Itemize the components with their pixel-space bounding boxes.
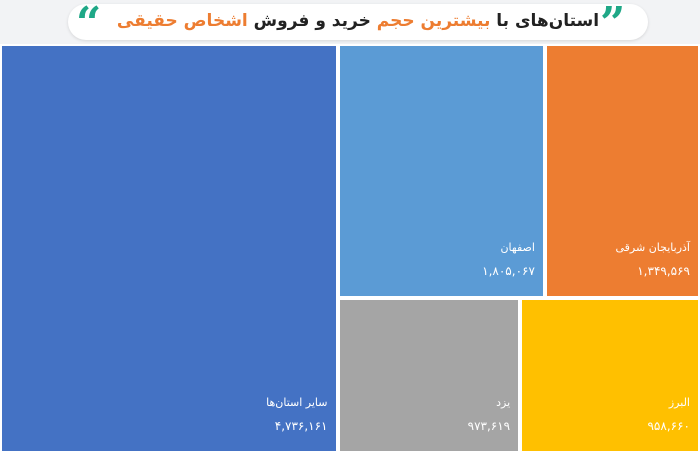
tile-value: ۹۷۳,۶۱۹ bbox=[467, 418, 511, 433]
title-part-1: استان‌های با bbox=[496, 11, 600, 31]
open-quote-icon: “ bbox=[76, 0, 102, 49]
tile-label: اصفهان bbox=[500, 240, 535, 254]
title-part-4: اشخاص حقیقی bbox=[116, 11, 248, 31]
tile-value: ۱,۸۰۵,۰۶۷ bbox=[482, 263, 535, 278]
title-part-3: خرید و فروش bbox=[253, 11, 371, 31]
tile-label: البرز bbox=[668, 395, 690, 409]
chart-title: استان‌های با بیشترین حجم خرید و فروش اشخ… bbox=[68, 11, 648, 31]
tile-value: ۹۵۸,۶۶۰ bbox=[647, 418, 690, 433]
treemap-tile: اصفهان ۱,۸۰۵,۰۶۷ bbox=[337, 44, 545, 298]
chart-title-bar: استان‌های با بیشترین حجم خرید و فروش اشخ… bbox=[68, 4, 648, 40]
close-quote-icon: ” bbox=[600, 0, 626, 49]
tile-label: یزد bbox=[496, 395, 511, 409]
treemap-tile: سایر استان‌ها ۴,۷۳۶,۱۶۱ bbox=[0, 44, 338, 453]
treemap-tile: البرز ۹۵۸,۶۶۰ bbox=[520, 297, 700, 453]
treemap-chart: سایر استان‌ها ۴,۷۳۶,۱۶۱ اصفهان ۱,۸۰۵,۰۶۷ آذر… bbox=[0, 44, 700, 453]
tile-label: سایر استان‌ها bbox=[266, 396, 328, 409]
tile-label: آذربایجان شرقی bbox=[615, 240, 690, 254]
tile-value: ۱,۳۴۹,۵۶۹ bbox=[637, 263, 690, 278]
treemap-tile: یزد ۹۷۳,۶۱۹ bbox=[337, 297, 521, 453]
treemap-tile: آذربایجان شرقی ۱,۳۴۹,۵۶۹ bbox=[544, 44, 700, 298]
title-part-2: بیشترین حجم bbox=[376, 11, 491, 31]
tile-value: ۴,۷۳۶,۱۶۱ bbox=[274, 419, 328, 433]
